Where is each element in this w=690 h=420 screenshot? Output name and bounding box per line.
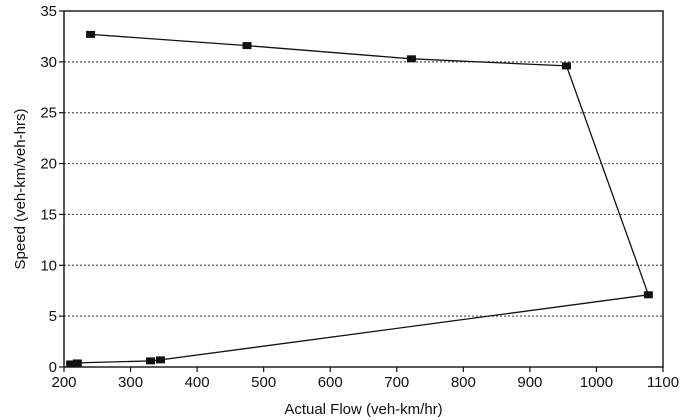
x-tick-label: 800 bbox=[451, 374, 476, 391]
grid-lines bbox=[64, 61, 663, 317]
y-tick-label: 35 bbox=[40, 3, 57, 20]
data-point-marker bbox=[242, 42, 252, 50]
data-point-marker bbox=[146, 357, 156, 365]
data-point-marker bbox=[86, 30, 96, 38]
y-tick-label: 0 bbox=[49, 359, 57, 376]
x-tick-label: 500 bbox=[251, 374, 276, 391]
x-tick-label: 700 bbox=[384, 374, 409, 391]
data-point-marker bbox=[66, 360, 76, 368]
data-point-marker bbox=[643, 291, 653, 299]
x-tick-label: 1000 bbox=[580, 374, 613, 391]
x-tick-label: 200 bbox=[51, 374, 76, 391]
x-axis-label: Actual Flow (veh-km/hr) bbox=[284, 401, 442, 418]
x-tick-label: 1100 bbox=[647, 374, 679, 391]
data-point-marker bbox=[156, 356, 166, 364]
x-tick-label: 600 bbox=[318, 374, 343, 391]
plot-area-frame bbox=[63, 10, 664, 368]
data-series bbox=[66, 30, 653, 368]
series-line bbox=[70, 33, 650, 365]
data-point-marker bbox=[406, 55, 416, 63]
y-axis-label: Speed (veh-km/veh-hrs) bbox=[12, 109, 29, 270]
y-tick-label: 15 bbox=[40, 206, 57, 223]
y-tick-label: 25 bbox=[40, 105, 57, 122]
y-tick-label: 5 bbox=[49, 308, 57, 325]
x-tick-label: 400 bbox=[185, 374, 210, 391]
data-point-marker bbox=[561, 62, 571, 70]
x-tick-label: 300 bbox=[118, 374, 143, 391]
y-tick-label: 20 bbox=[40, 156, 57, 173]
axis-ticks: 0 5 10 15 20 25 30 35 200 300 400 500 600 700 800 900 10… bbox=[40, 3, 679, 391]
x-tick-label: 900 bbox=[517, 374, 542, 391]
y-tick-label: 30 bbox=[40, 54, 57, 71]
y-tick-label: 10 bbox=[40, 257, 57, 274]
data-point-marker bbox=[72, 359, 82, 367]
